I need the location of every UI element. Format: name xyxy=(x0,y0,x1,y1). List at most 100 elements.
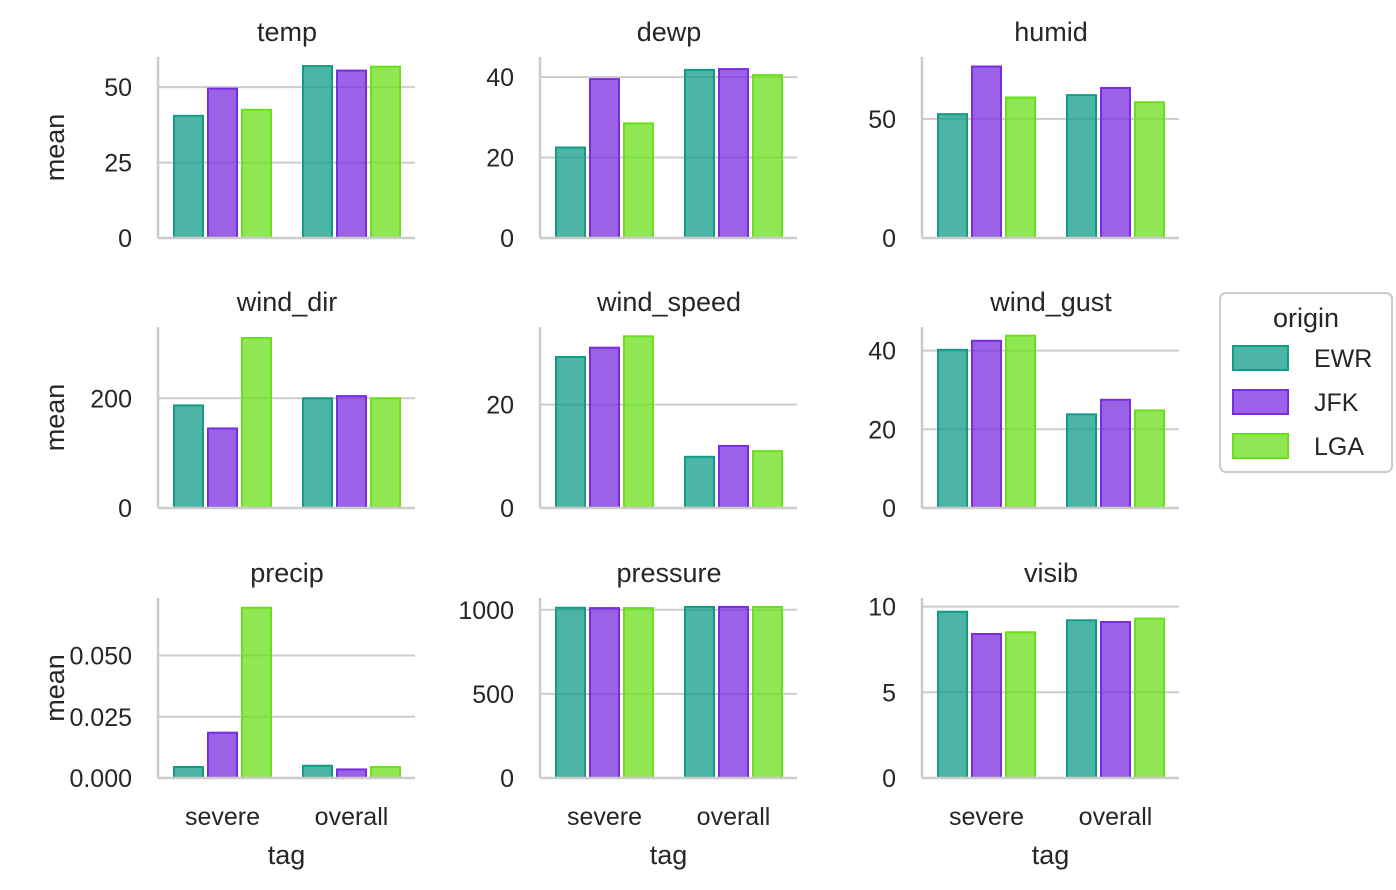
bar-lga-severe xyxy=(623,335,654,509)
bar-jfk-overall xyxy=(336,69,367,239)
panel-visib: 0 5 10 visib severe overall tag xyxy=(868,558,1179,870)
bar-lga-severe xyxy=(623,607,654,779)
bar-ewr-severe xyxy=(555,355,586,509)
bar-ewr-overall xyxy=(684,455,715,509)
y-tick-label: 0.000 xyxy=(69,765,132,793)
x-tick-label: overall xyxy=(697,803,771,831)
legend-swatch xyxy=(1232,389,1289,415)
bar-ewr-severe xyxy=(173,404,204,509)
y-tick-label: 0 xyxy=(118,225,132,253)
y-tick-label: 0.025 xyxy=(69,704,132,732)
bar-ewr-overall xyxy=(1066,94,1097,239)
bar-lga-severe xyxy=(1005,631,1036,779)
bar-jfk-overall xyxy=(718,605,749,779)
x-tick-label: overall xyxy=(315,803,389,831)
panel-wind-gust: 0 20 40 wind_gust xyxy=(868,287,1179,523)
bar-jfk-severe xyxy=(589,607,620,779)
bar-ewr-severe xyxy=(555,606,586,780)
panel-title: pressure xyxy=(616,558,721,588)
bar-jfk-severe xyxy=(207,87,238,239)
bar-ewr-severe xyxy=(173,114,204,239)
bar-jfk-severe xyxy=(207,731,238,779)
panel-wind-speed: 0 20 wind_speed xyxy=(486,287,797,523)
legend-item-jfk: JFK xyxy=(1232,389,1359,417)
x-axis-label: tag xyxy=(650,840,688,870)
y-tick-label: 5 xyxy=(882,679,896,707)
bar-lga-severe xyxy=(1005,96,1036,239)
x-tick-label: severe xyxy=(949,803,1024,831)
bar-lga-overall xyxy=(1134,101,1165,239)
bar-ewr-severe xyxy=(173,765,204,780)
bar-jfk-overall xyxy=(336,768,367,780)
bar-ewr-overall xyxy=(684,605,715,779)
panel-title: wind_gust xyxy=(989,287,1112,317)
legend-label: LGA xyxy=(1314,433,1364,461)
bar-jfk-severe xyxy=(589,346,620,509)
y-tick-label: 20 xyxy=(868,416,896,444)
y-tick-label: 50 xyxy=(868,106,896,134)
bar-lga-overall xyxy=(752,74,783,239)
bar-jfk-severe xyxy=(971,633,1002,779)
y-tick-label: 10 xyxy=(868,594,896,622)
bar-lga-overall xyxy=(1134,409,1165,509)
facet-panels: 02550tempmean02040dewp050humid0200wind_d… xyxy=(40,17,1179,870)
bar-lga-overall xyxy=(370,765,401,780)
panel-humid: 0 50 humid xyxy=(868,17,1179,253)
bar-jfk-severe xyxy=(207,427,238,509)
bar-ewr-overall xyxy=(684,68,715,239)
bar-ewr-severe xyxy=(937,610,968,780)
bar-lga-severe xyxy=(623,122,654,239)
bar-ewr-overall xyxy=(302,65,333,239)
bar-jfk-overall xyxy=(718,68,749,239)
panel-title: wind_speed xyxy=(596,287,741,317)
bar-ewr-overall xyxy=(1066,413,1097,509)
panel-title: humid xyxy=(1014,17,1088,47)
y-tick-label: 20 xyxy=(486,145,514,173)
bar-ewr-overall xyxy=(302,397,333,510)
bar-ewr-severe xyxy=(937,348,968,509)
legend-title: origin xyxy=(1273,303,1339,333)
legend-label: JFK xyxy=(1314,389,1359,417)
panel-title: visib xyxy=(1024,558,1078,588)
y-tick-label: 40 xyxy=(868,338,896,366)
bar-lga-severe xyxy=(241,108,272,239)
panel-title: precip xyxy=(250,558,324,588)
bar-jfk-overall xyxy=(1100,398,1131,510)
x-axis-label: tag xyxy=(268,840,306,870)
legend-item-ewr: EWR xyxy=(1232,345,1372,373)
bar-lga-overall xyxy=(1134,617,1165,779)
y-tick-label: 500 xyxy=(472,681,514,709)
y-tick-label: 0.050 xyxy=(69,643,132,671)
bar-lga-severe xyxy=(241,606,272,779)
legend: origin EWR JFK LGA xyxy=(1219,292,1393,473)
y-axis-label: mean xyxy=(40,654,70,722)
x-tick-label: overall xyxy=(1079,803,1153,831)
panel-title: dewp xyxy=(637,17,702,47)
y-tick-label: 0 xyxy=(882,495,896,523)
bar-jfk-severe xyxy=(971,65,1002,239)
y-tick-label: 20 xyxy=(486,392,514,420)
y-tick-label: 40 xyxy=(486,64,514,92)
y-tick-label: 25 xyxy=(104,150,132,178)
y-tick-label: 0 xyxy=(882,225,896,253)
legend-frame xyxy=(1219,292,1393,473)
panel-temp: 0 25 50 temp mean xyxy=(40,17,415,253)
y-tick-label: 50 xyxy=(104,74,132,102)
bar-lga-severe xyxy=(241,336,272,509)
y-tick-label: 0 xyxy=(500,765,514,793)
bar-ewr-severe xyxy=(937,113,968,239)
bar-jfk-overall xyxy=(336,395,367,510)
bar-ewr-overall xyxy=(302,764,333,780)
y-tick-label: 0 xyxy=(118,495,132,523)
legend-swatch xyxy=(1232,345,1289,371)
y-axis-label: mean xyxy=(40,384,70,452)
bar-lga-overall xyxy=(752,605,783,779)
bar-ewr-severe xyxy=(555,146,586,239)
legend-item-lga: LGA xyxy=(1232,433,1364,461)
x-tick-label: severe xyxy=(185,803,260,831)
panel-pressure: 0 500 1000 pressure severe overall tag xyxy=(458,558,797,870)
bar-jfk-overall xyxy=(718,444,749,510)
legend-label: EWR xyxy=(1314,345,1372,373)
